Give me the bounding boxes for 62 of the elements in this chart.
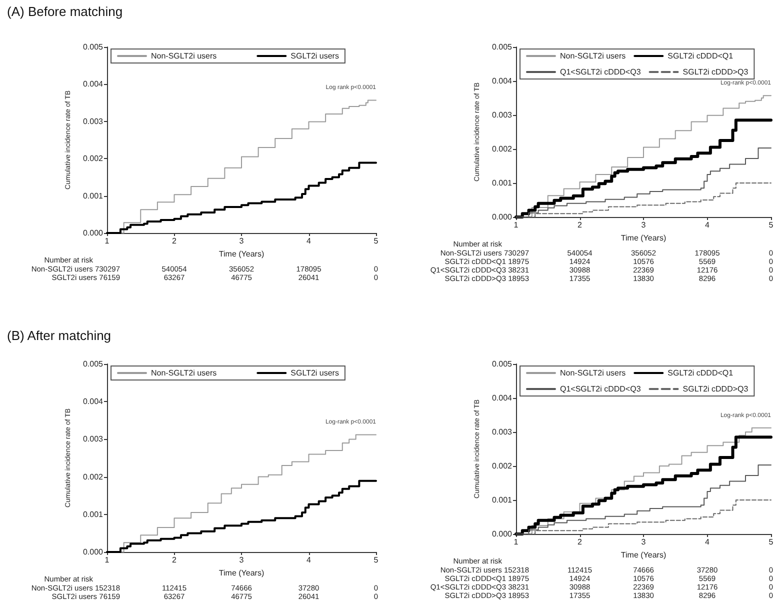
- y-tick-label: 0.001: [492, 496, 513, 504]
- x-tick-label: 5: [768, 220, 774, 230]
- y-tick-label: 0.000: [492, 530, 513, 538]
- x-tick-label: 1: [514, 538, 519, 546]
- legend-label: Q1<SGLT2i cDDD<Q3: [560, 68, 642, 76]
- y-tick-label: 0.004: [82, 397, 104, 406]
- y-tick-label: 0.004: [492, 394, 513, 402]
- chart-title: (A) Before matching: [7, 4, 123, 19]
- legend-label: SGLT2i users: [290, 368, 339, 378]
- y-tick-label: 0.003: [82, 434, 104, 444]
- x-tick-label: 1: [104, 556, 110, 564]
- y-tick-label: 0.004: [492, 76, 513, 86]
- legend-label: SGLT2i users: [290, 52, 339, 60]
- y-tick-label: 0.002: [82, 472, 104, 482]
- x-tick-label: 4: [705, 538, 710, 546]
- x-tick-label: 3: [641, 538, 646, 546]
- legend-label: SGLT2i cDDD>Q3: [682, 384, 749, 394]
- x-tick-label: 3: [239, 556, 244, 564]
- x-tick-label: 3: [641, 220, 646, 230]
- x-tick-label: 2: [172, 556, 178, 564]
- y-tick-label: 0.000: [492, 212, 513, 222]
- legend-label: SGLT2i cDDD<Q1: [668, 368, 734, 378]
- legend-label: SGLT2i cDDD<Q1: [668, 52, 734, 60]
- x-tick-label: 5: [768, 538, 774, 546]
- x-axis-title: Time (Years): [218, 568, 264, 578]
- y-tick-label: 0.003: [492, 110, 513, 120]
- x-tick-label: 2: [578, 538, 583, 546]
- y-tick-label: 0.002: [492, 144, 513, 154]
- y-tick-label: 0.002: [492, 462, 513, 470]
- x-tick-label: 4: [705, 220, 710, 230]
- y-tick-label: 0.005: [492, 360, 513, 368]
- legend-label: Non-SGLT2i users: [151, 368, 217, 378]
- x-tick-label: 5: [374, 556, 379, 564]
- x-tick-label: 5: [374, 236, 379, 246]
- x-tick-label: 2: [172, 236, 178, 246]
- x-axis-title: Time (Years): [620, 550, 666, 560]
- y-tick-label: 0.000: [82, 548, 104, 556]
- x-tick-label: 3: [239, 236, 244, 246]
- y-tick-label: 0.001: [82, 510, 104, 519]
- y-tick-label: 0.005: [82, 360, 104, 368]
- y-tick-label: 0.004: [82, 80, 104, 89]
- x-tick-label: 1: [514, 220, 519, 230]
- legend-label: Non-SGLT2i users: [151, 52, 217, 60]
- y-tick-label: 0.002: [82, 154, 104, 164]
- x-tick-label: 4: [306, 236, 312, 246]
- legend-label: Q1<SGLT2i cDDD<Q3: [560, 384, 642, 394]
- legend-label: SGLT2i cDDD>Q3: [682, 68, 749, 76]
- x-axis-title: Time (Years): [218, 249, 264, 258]
- chart-title: (B) After matching: [7, 328, 112, 343]
- y-tick-label: 0.001: [82, 191, 104, 200]
- x-tick-label: 2: [578, 220, 583, 230]
- y-tick-label: 0.005: [492, 42, 513, 52]
- x-axis-title: Time (Years): [620, 233, 666, 242]
- x-tick-label: 1: [104, 236, 110, 246]
- legend-label: Non-SGLT2i users: [560, 52, 626, 60]
- y-tick-label: 0.003: [82, 116, 104, 126]
- legend-label: Non-SGLT2i users: [560, 368, 626, 378]
- y-tick-label: 0.000: [82, 228, 104, 238]
- y-tick-label: 0.001: [492, 178, 513, 188]
- y-tick-label: 0.005: [82, 42, 104, 52]
- y-tick-label: 0.003: [492, 428, 513, 436]
- x-tick-label: 4: [306, 556, 312, 564]
